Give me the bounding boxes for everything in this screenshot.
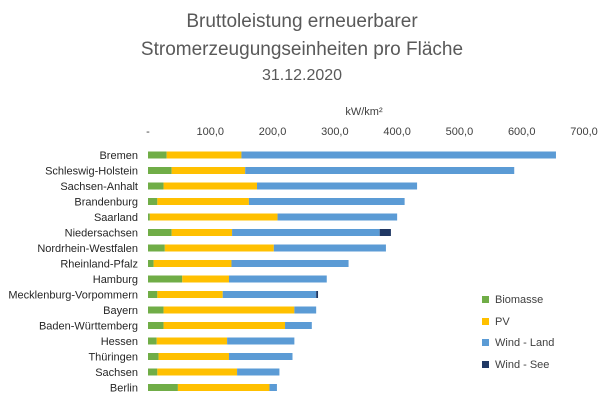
category-label: Bayern [103,305,138,317]
bar-segment [158,353,229,360]
bar-segment [148,275,183,283]
bar-segment [241,151,556,159]
bar-segment [237,368,280,376]
category-label: Bremen [99,150,138,162]
category-label: Rheinland-Pfalz [60,259,138,271]
bar-segment [379,229,391,236]
legend-swatch [482,318,489,325]
category-label: Thüringen [88,352,138,364]
x-tick-label: 500,0 [446,126,474,138]
bar-segment [157,368,238,376]
bar-segment [148,244,165,252]
x-tick-label: 200,0 [259,126,287,138]
legend-item: PV [482,316,510,328]
category-label: Mecklenburg-Vorpommern [8,290,138,302]
bar-segment [156,337,228,345]
category-label: Saarland [94,212,138,224]
x-tick-label: - [146,126,150,138]
bar-segment [148,167,172,174]
category-label: Hessen [101,336,138,348]
bar-segment [177,384,270,391]
legend-swatch [482,361,489,368]
bar-segment [148,368,158,376]
bar-segment [222,291,317,298]
category-label: Baden-Württemberg [39,321,138,333]
bar-segment [148,229,172,236]
bar-segment [269,384,277,391]
x-tick-label: 100,0 [197,126,225,138]
bar-segment [228,275,327,283]
chart-subtitle: 31.12.2020 [262,67,342,84]
x-axis-ticks: - 100,0 200,0 300,0 400,0 500,0 600,0 700,0 [146,126,598,138]
bar-segment [182,275,229,283]
bar-segment [164,244,274,252]
legend-label: Biomasse [495,294,543,306]
bar-segment [227,337,295,345]
bar-segment [148,213,150,221]
category-label: Nordrhein-Westfalen [37,243,138,255]
bar-segment [294,306,317,314]
bar-segment [149,213,278,221]
legend-item: Biomasse [482,294,543,306]
bar-segment [148,198,158,205]
legend-label: Wind - Land [495,337,554,349]
category-label: Brandenburg [74,197,138,209]
bar-segment [248,198,405,205]
category-label: Berlin [110,383,138,395]
bar-segment [148,306,164,314]
bar-segment [148,353,159,360]
bar-segment [148,322,164,329]
legend: Biomasse PV Wind - Land Wind - See [482,294,554,371]
bar-segment [157,291,223,298]
bar-segment [148,384,178,391]
bar-segment [148,260,154,267]
bar-segment [316,291,319,298]
category-label: Sachsen-Anhalt [60,181,138,193]
bar-segment [163,306,295,314]
chart-title-line1: Bruttoleistung erneuerbarer [186,11,418,32]
bar-segment [163,182,257,190]
bar-segment [228,353,293,360]
bar-segment [257,182,418,190]
x-tick-label: 700,0 [570,126,598,138]
legend-swatch [482,296,489,303]
bar-segment [232,229,380,236]
bar-segment [171,229,233,236]
legend-swatch [482,339,489,346]
legend-item: Wind - Land [482,337,554,349]
x-tick-label: 300,0 [321,126,349,138]
category-label: Niedersachsen [65,228,138,240]
x-tick-label: 600,0 [508,126,536,138]
bar-segment [148,337,157,345]
x-tick-label: 400,0 [383,126,411,138]
bar-segment [231,260,349,267]
x-axis-label: kW/km² [345,106,383,118]
bar-segment [148,151,167,159]
legend-label: Wind - See [495,359,549,371]
bars [148,151,556,391]
bar-segment [157,198,249,205]
bar-segment [273,244,386,252]
bar-segment [285,322,312,329]
bar-segment [153,260,232,267]
chart-title-line2: Stromerzeugungseinheiten pro Fläche [141,39,463,60]
bar-segment [245,167,515,174]
bar-segment [166,151,242,159]
legend-label: PV [495,316,510,328]
category-label: Schleswig-Holstein [45,166,138,178]
bar-segment [148,182,164,190]
bar-segment [148,291,158,298]
category-label: Sachsen [95,367,138,379]
bar-segment [277,213,398,221]
bar-segment [171,167,246,174]
legend-item: Wind - See [482,359,549,371]
category-label: Hamburg [93,274,138,286]
bar-segment [163,322,286,329]
category-labels: Bremen Schleswig-Holstein Sachsen-Anhalt Br… [8,150,138,395]
